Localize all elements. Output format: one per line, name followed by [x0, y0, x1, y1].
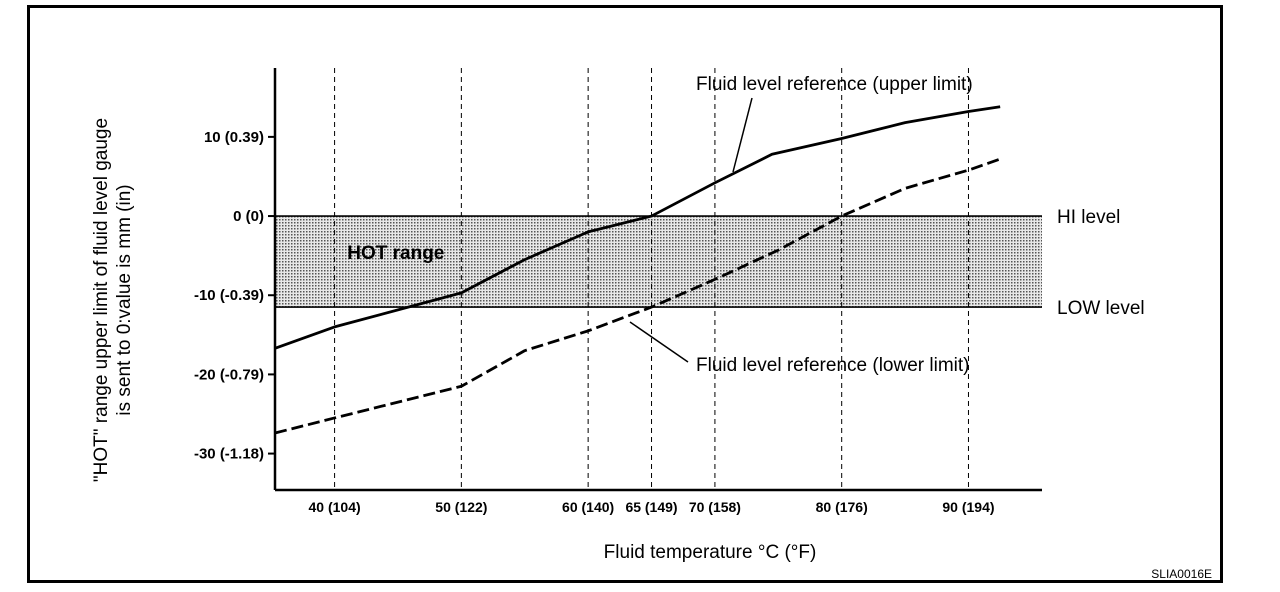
lower-limit-leader [629, 321, 689, 363]
figure-code: SLIA0016E [1151, 567, 1212, 581]
series-upper-limit-line [274, 105, 1001, 350]
level-label-low: LOW level [1057, 298, 1145, 319]
y-axis-title-line2: is sent to 0:value is mm (in) [114, 184, 135, 415]
y-tick-label: -30 (-1.18) [194, 446, 264, 463]
upper-limit-label: Fluid level reference (upper limit) [696, 74, 973, 95]
x-tick-label: 40 (104) [309, 499, 361, 515]
x-tick-label: 50 (122) [435, 499, 487, 515]
hot-range-label: HOT range [347, 243, 444, 264]
x-tick-label: 65 (149) [625, 499, 677, 515]
y-axis-title-line1: "HOT" range upper limit of fluid level g… [91, 118, 112, 482]
x-tick-label: 90 (194) [942, 499, 994, 515]
y-tick-label: -20 (-0.79) [194, 366, 264, 383]
upper-limit-leader [732, 97, 753, 173]
x-tick-label: 60 (140) [562, 499, 614, 515]
x-tick-label: 80 (176) [816, 499, 868, 515]
hot-range-band [275, 216, 1042, 308]
series-lower-limit-line [274, 157, 1001, 435]
y-tick-label: 0 (0) [233, 208, 264, 225]
y-tick-label: 10 (0.39) [204, 129, 264, 146]
x-tick-label: 70 (158) [689, 499, 741, 515]
level-label-hi: HI level [1057, 207, 1120, 228]
y-tick-label: -10 (-0.39) [194, 287, 264, 304]
lower-limit-label: Fluid level reference (lower limit) [696, 355, 969, 376]
x-axis-title: Fluid temperature °C (°F) [604, 542, 817, 563]
